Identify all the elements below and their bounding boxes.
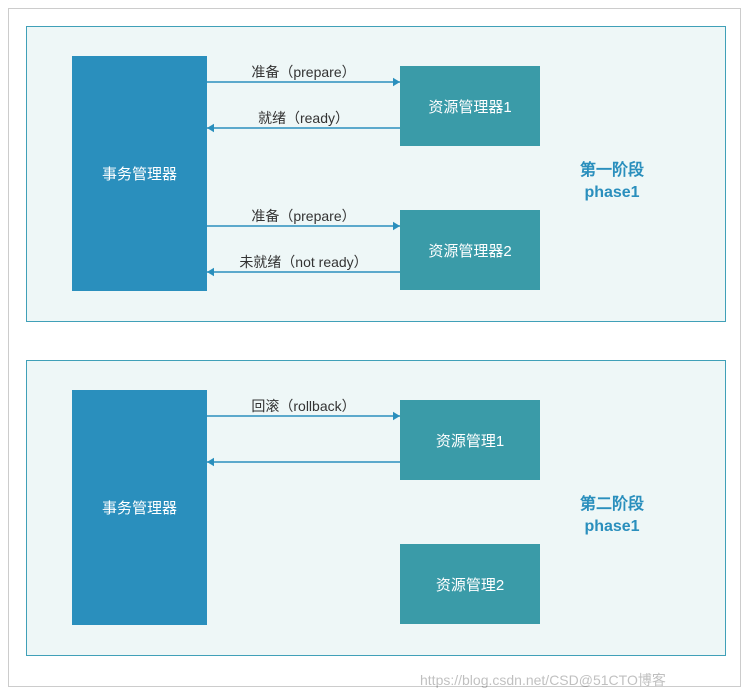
resource-manager-1-phase1: 资源管理器1 bbox=[400, 66, 540, 146]
phase-label-line2-phase1: phase1 bbox=[580, 182, 644, 204]
phase-label-line1-phase2: 第二阶段 bbox=[580, 494, 644, 516]
transaction-manager-phase1: 事务管理器 bbox=[72, 56, 207, 291]
arrow-label-ready1-phase1: 就绪（ready） bbox=[224, 108, 384, 128]
arrow-label-prepare2-phase1: 准备（prepare） bbox=[224, 206, 384, 226]
phase-label-phase1: 第一阶段phase1 bbox=[580, 160, 644, 205]
phase-label-line2-phase2: phase1 bbox=[580, 516, 644, 538]
resource-manager-1-phase2: 资源管理1 bbox=[400, 400, 540, 480]
arrow-label-prepare1-phase1: 准备（prepare） bbox=[224, 62, 384, 82]
phase-label-line1-phase1: 第一阶段 bbox=[580, 160, 644, 182]
transaction-manager-phase2: 事务管理器 bbox=[72, 390, 207, 625]
arrow-label-notready2-phase1: 未就绪（not ready） bbox=[224, 252, 384, 272]
arrow-label-rollback-phase2: 回滚（rollback） bbox=[224, 396, 384, 416]
phase-label-phase2: 第二阶段phase1 bbox=[580, 494, 644, 539]
resource-manager-2-phase1: 资源管理器2 bbox=[400, 210, 540, 290]
resource-manager-2-phase2: 资源管理2 bbox=[400, 544, 540, 624]
